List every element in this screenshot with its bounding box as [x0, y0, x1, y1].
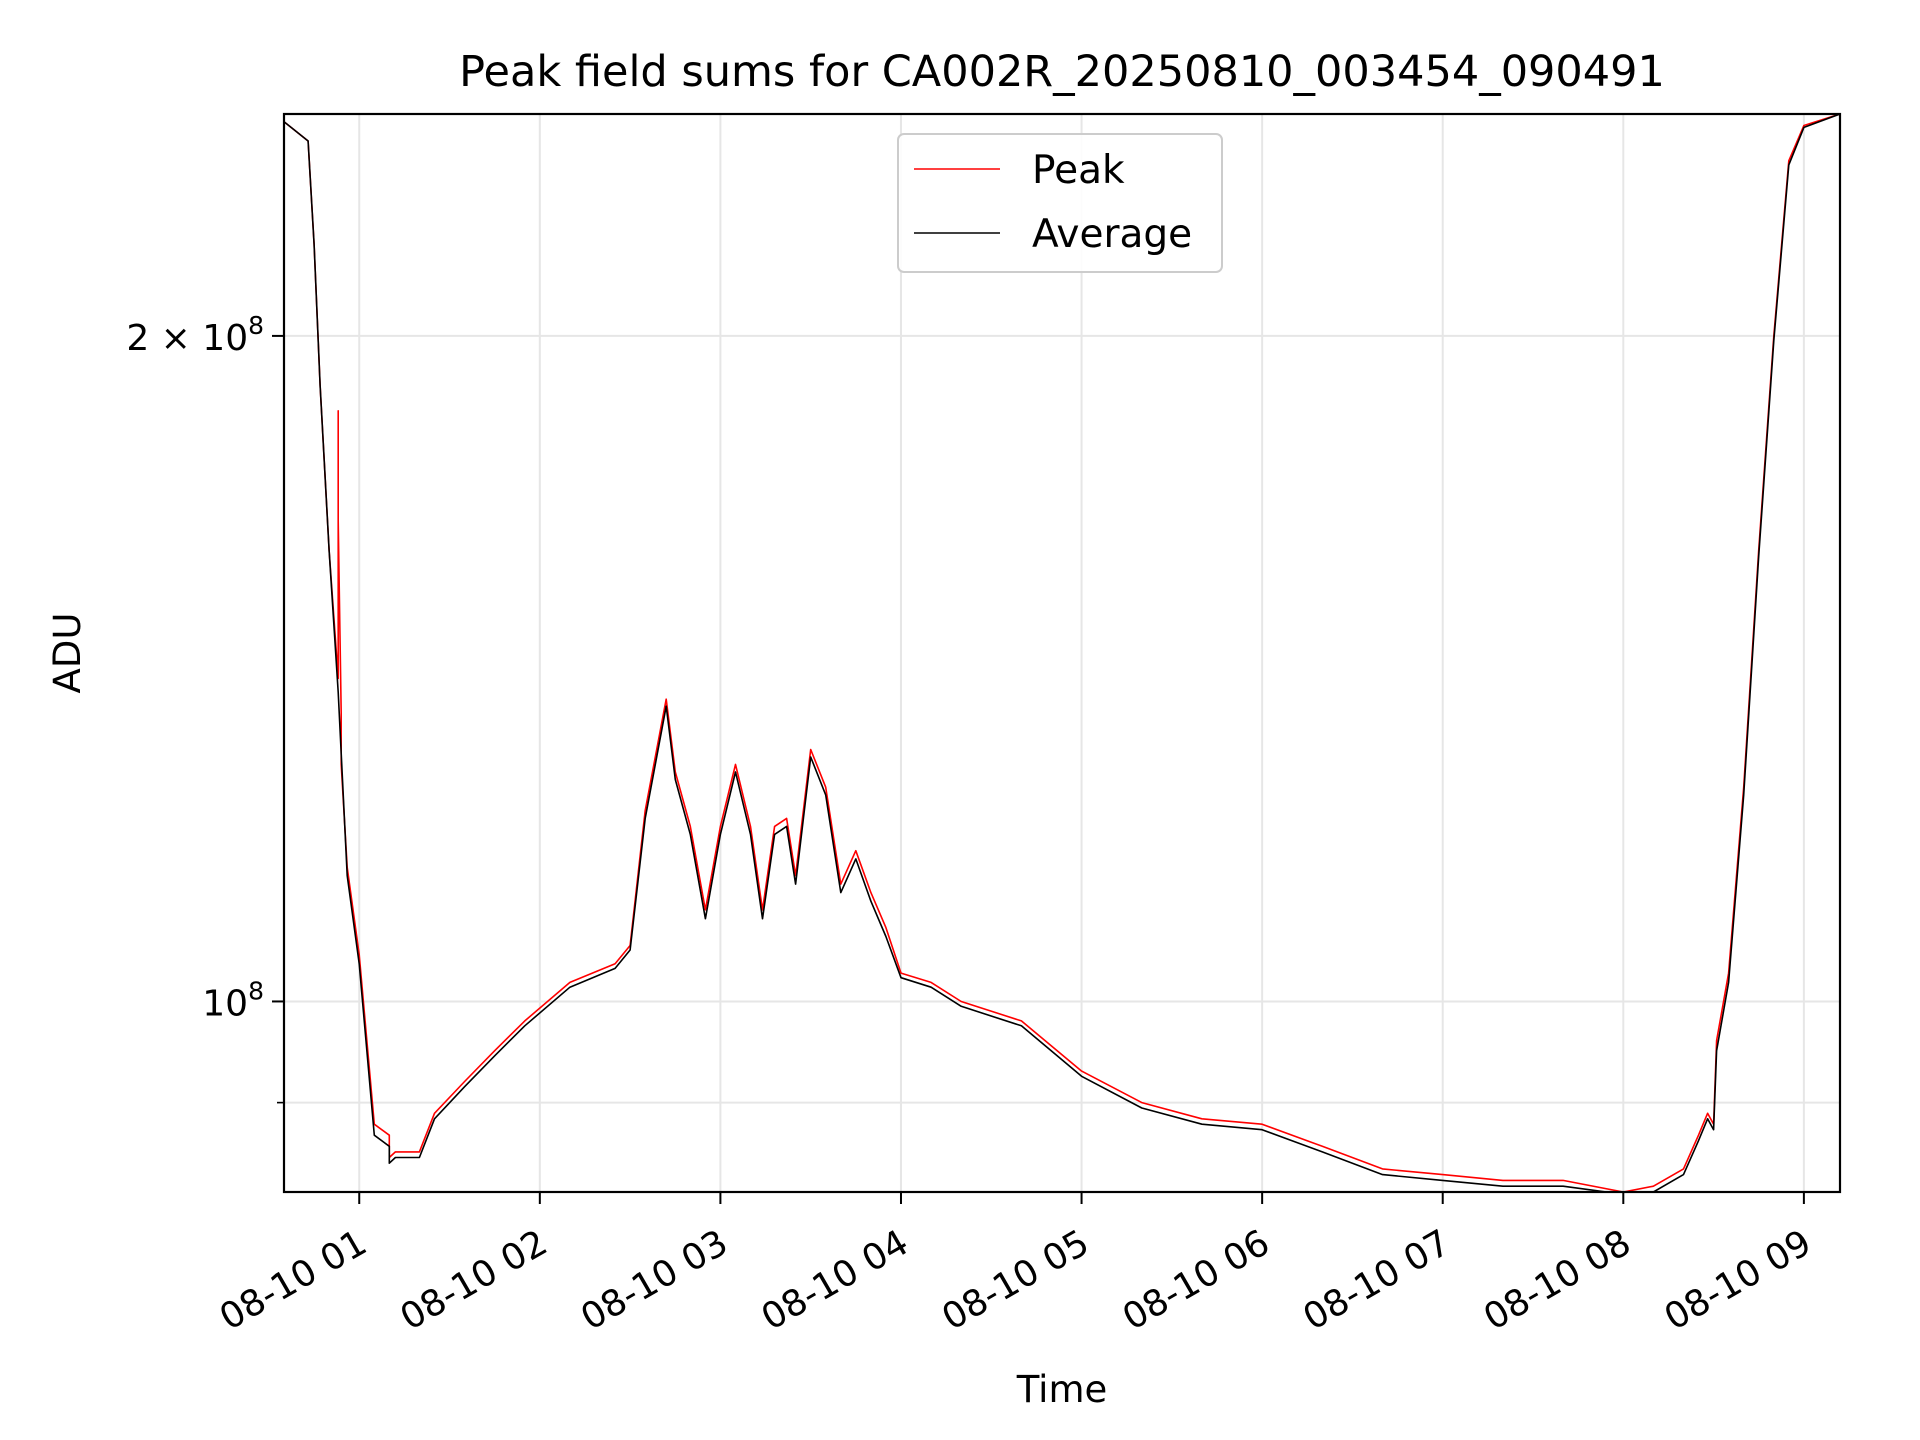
legend: Peak Average [897, 133, 1223, 273]
series-line-average [284, 114, 1840, 1192]
legend-label-average: Average [1032, 212, 1192, 257]
y-tick-label: 2 × 108 [126, 311, 264, 359]
grid [284, 114, 1840, 1192]
series-layer [284, 114, 1840, 1192]
plot-frame [282, 112, 1842, 1194]
y-tick-label: 108 [202, 976, 264, 1024]
legend-label-peak: Peak [1032, 148, 1125, 193]
y-axis-label: ADU [46, 613, 89, 694]
series-line-peak [284, 114, 1840, 1192]
chart-title: Peak field sums for CA002R_20250810_0034… [459, 47, 1665, 97]
x-axis-label: Time [1016, 1368, 1108, 1411]
y-axis: 108 2 × 108 [126, 311, 284, 1104]
